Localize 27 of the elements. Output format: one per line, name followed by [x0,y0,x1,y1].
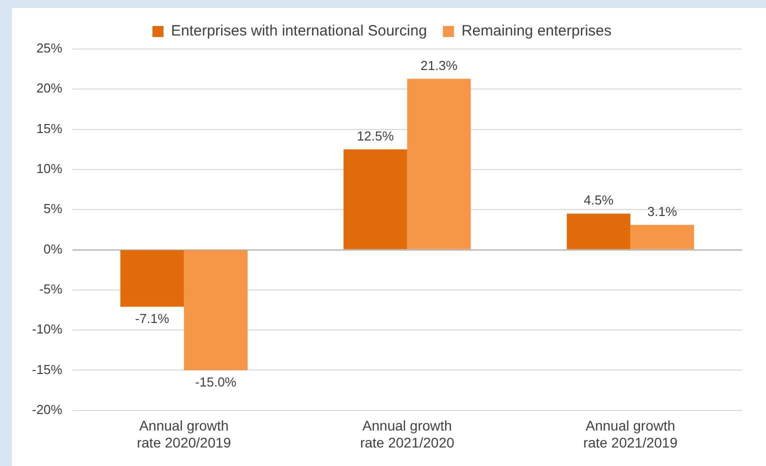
data-label: -15.0% [195,374,237,390]
bar [407,78,471,250]
bar [344,149,408,250]
y-tick-label: 0% [44,241,63,256]
y-tick-label: 25% [36,40,63,56]
bar [566,214,630,250]
legend-label: Enterprises with international Sourcing [170,22,427,40]
bar [184,250,248,370]
data-label: 4.5% [584,192,614,208]
y-tick-label: -20% [32,402,63,417]
y-tick-label: 10% [36,161,63,176]
data-label: -7.1% [135,310,170,326]
data-label: 12.5% [356,128,394,144]
x-tick-label: Annual growth rate 2021/2019 [583,418,678,450]
bar [630,224,694,250]
y-tick-label: 5% [44,201,63,216]
y-tick-label: -5% [39,282,63,297]
bar [120,250,184,307]
x-tick-label: Annual growth rate 2021/2020 [360,418,454,450]
y-tick-label: 20% [36,80,63,96]
y-tick-label: -15% [32,362,63,377]
legend-label: Remaining enterprises [461,22,612,40]
y-tick-label: -10% [32,322,63,337]
data-label: 3.1% [647,204,678,219]
x-tick-label: Annual growth rate 2020/2019 [136,418,232,450]
y-tick-label: 15% [36,120,63,136]
data-label: 21.3% [420,58,458,73]
